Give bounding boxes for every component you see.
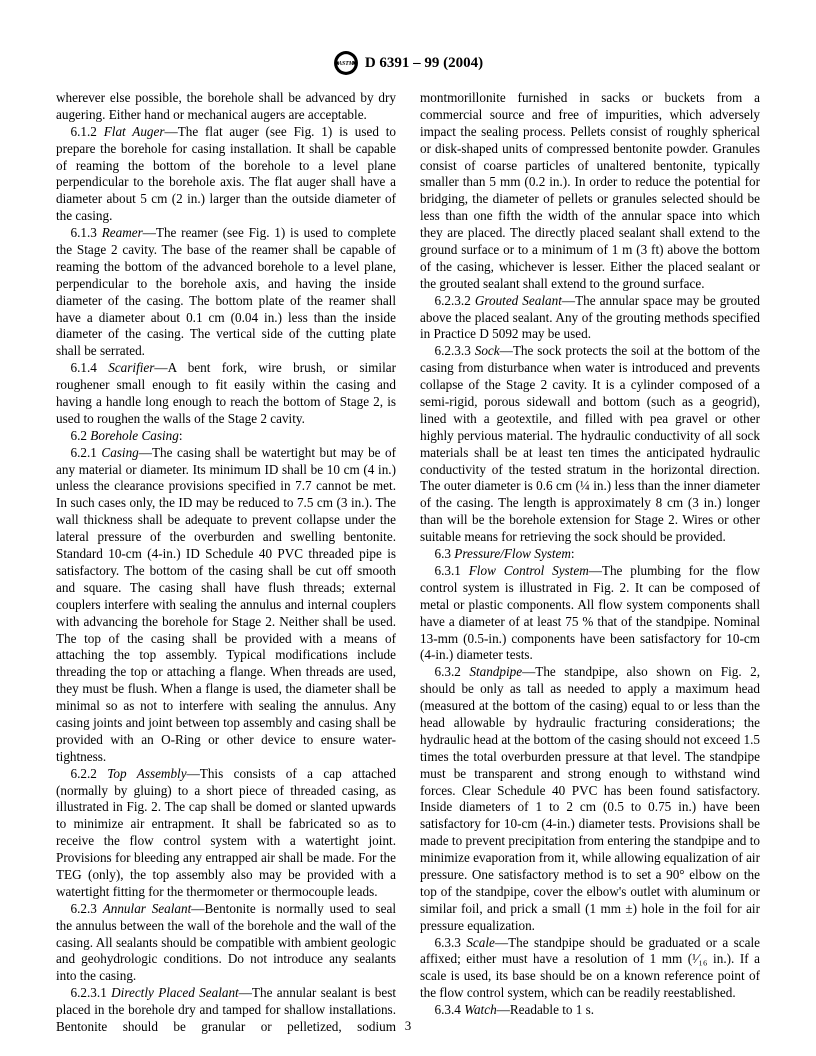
- sec-body: —The standpipe, also shown on Fig. 2, sh…: [420, 664, 760, 932]
- section-6-2: 6.2 Borehole Casing:: [56, 428, 396, 445]
- secnum: 6.2: [71, 428, 91, 443]
- sec-title: Watch: [464, 1002, 496, 1017]
- section-6-3-2: 6.3.2 Standpipe—The standpipe, also show…: [420, 664, 760, 934]
- sec-title: Standpipe: [469, 664, 522, 679]
- secnum: 6.3.4: [435, 1002, 465, 1017]
- section-6-2-1: 6.2.1 Casing—The casing shall be waterti…: [56, 445, 396, 766]
- sec-body: —The casing shall be watertight but may …: [56, 445, 396, 764]
- secnum: 6.2.3.1: [71, 985, 112, 1000]
- secnum: 6.3.1: [435, 563, 469, 578]
- svg-text:ASTM: ASTM: [337, 61, 354, 67]
- section-6-2-3-2: 6.2.3.2 Grouted Sealant—The annular spac…: [420, 293, 760, 344]
- page-number: 3: [0, 1018, 816, 1034]
- sec-title: Scale: [466, 935, 495, 950]
- section-6-3-4: 6.3.4 Watch—Readable to 1 s.: [420, 1002, 760, 1019]
- sec-title: Pressure/Flow System: [454, 546, 571, 561]
- secnum: 6.3: [435, 546, 455, 561]
- secnum: 6.1.4: [71, 360, 109, 375]
- section-6-2-2: 6.2.2 Top Assembly—This consists of a ca…: [56, 766, 396, 901]
- secnum: 6.1.2: [71, 124, 104, 139]
- secnum: 6.2.3.2: [435, 293, 475, 308]
- section-6-1-4: 6.1.4 Scarifier—A bent fork, wire brush,…: [56, 360, 396, 428]
- section-6-3-1: 6.3.1 Flow Control System—The plumbing f…: [420, 563, 760, 664]
- sec-title: Reamer: [102, 225, 143, 240]
- sec-title: Flat Auger: [104, 124, 165, 139]
- sec-body: —Readable to 1 s.: [497, 1002, 594, 1017]
- sec-body: :: [571, 546, 575, 561]
- secnum: 6.2.3: [71, 901, 103, 916]
- secnum: 6.2.2: [71, 766, 108, 781]
- section-6-1-3: 6.1.3 Reamer—The reamer (see Fig. 1) is …: [56, 225, 396, 360]
- sec-body: —This consists of a cap attached (normal…: [56, 766, 396, 899]
- section-6-2-3: 6.2.3 Annular Sealant—Bentonite is norma…: [56, 901, 396, 985]
- section-6-3: 6.3 Pressure/Flow System:: [420, 546, 760, 563]
- body-columns: wherever else possible, the borehole sha…: [56, 90, 760, 1036]
- sec-title: Scarifier: [108, 360, 154, 375]
- section-6-1-2: 6.1.2 Flat Auger—The flat auger (see Fig…: [56, 124, 396, 225]
- secnum: 6.1.3: [71, 225, 102, 240]
- sec-title: Casing: [101, 445, 138, 460]
- sec-title: Grouted Sealant: [475, 293, 562, 308]
- section-6-3-3: 6.3.3 Scale—The standpipe should be grad…: [420, 935, 760, 1003]
- sec-title: Flow Control System: [469, 563, 589, 578]
- sec-body: —The sock protects the soil at the botto…: [420, 343, 760, 544]
- standard-designation: D 6391 – 99 (2004): [365, 55, 483, 72]
- secnum: 6.2.1: [71, 445, 102, 460]
- sec-title: Top Assembly: [107, 766, 186, 781]
- sec-title: Annular Sealant: [103, 901, 192, 916]
- continuation-text: wherever else possible, the borehole sha…: [56, 90, 396, 124]
- sec-body: —The reamer (see Fig. 1) is used to comp…: [56, 225, 396, 358]
- secnum: 6.3.3: [435, 935, 467, 950]
- section-6-2-3-3: 6.2.3.3 Sock—The sock protects the soil …: [420, 343, 760, 546]
- astm-logo: ASTM: [333, 50, 359, 76]
- sec-body: :: [179, 428, 183, 443]
- sec-title: Sock: [475, 343, 500, 358]
- sec-title: Borehole Casing: [90, 428, 179, 443]
- secnum: 6.3.2: [435, 664, 470, 679]
- sec-title: Directly Placed Sealant: [111, 985, 239, 1000]
- page-header: ASTM D 6391 – 99 (2004): [56, 50, 760, 76]
- secnum: 6.2.3.3: [435, 343, 475, 358]
